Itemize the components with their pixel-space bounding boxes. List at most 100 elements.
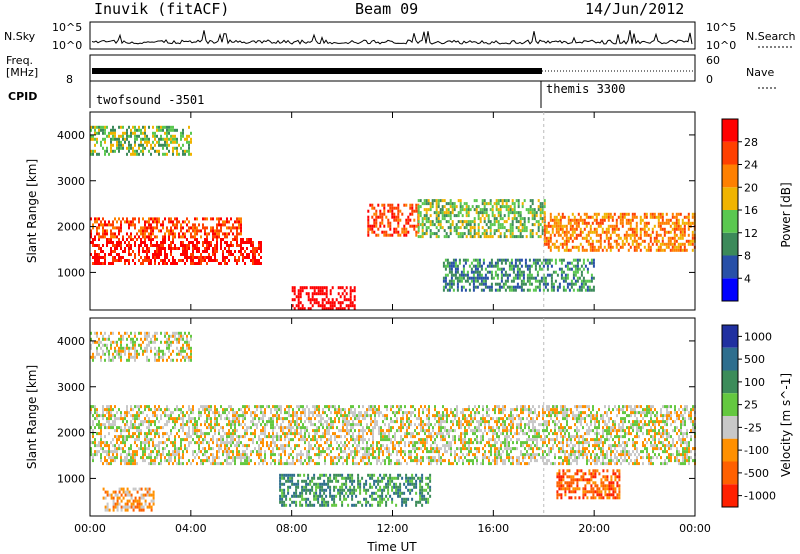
power-heatmap-data	[90, 125, 696, 311]
velocity-cell	[128, 432, 130, 436]
power-cell	[577, 218, 580, 222]
velocity-cell	[212, 435, 214, 439]
velocity-cell	[336, 408, 338, 412]
velocity-cell	[106, 417, 108, 421]
velocity-cell	[274, 408, 276, 412]
power-cell	[96, 253, 98, 256]
velocity-cell	[258, 438, 260, 442]
velocity-cell	[318, 405, 320, 409]
power-cell	[170, 226, 172, 230]
power-cell	[236, 232, 238, 236]
velocity-cell	[110, 426, 112, 430]
power-cell	[691, 230, 694, 234]
power-cell	[615, 227, 618, 231]
velocity-cell	[160, 408, 162, 412]
power-cell	[397, 230, 400, 234]
power-cell	[120, 134, 122, 138]
power-cell	[534, 285, 537, 289]
power-cell	[465, 208, 468, 212]
velocity-cell	[252, 432, 254, 436]
velocity-cell	[100, 459, 102, 463]
velocity-cell	[478, 405, 480, 409]
power-cell	[586, 258, 589, 262]
power-cell	[353, 289, 356, 293]
velocity-cell	[234, 411, 236, 415]
velocity-cell	[236, 414, 238, 418]
velocity-cell	[396, 450, 398, 454]
velocity-cell	[124, 459, 126, 463]
power-cell	[583, 221, 586, 225]
power-cell	[260, 244, 262, 247]
power-cell	[474, 285, 477, 289]
velocity-cell	[262, 414, 264, 418]
velocity-cell	[110, 456, 112, 460]
velocity-cell	[214, 456, 216, 460]
velocity-cell	[208, 441, 210, 445]
velocity-cell	[230, 441, 232, 445]
velocity-cell	[132, 459, 134, 463]
power-cell	[158, 253, 160, 256]
velocity-cell	[200, 441, 202, 445]
power-cell	[333, 301, 336, 305]
velocity-cell	[264, 453, 266, 457]
velocity-cell	[184, 447, 186, 451]
power-cell	[154, 250, 156, 253]
velocity-cell	[112, 408, 114, 412]
power-cell	[635, 224, 638, 228]
power-cell	[122, 235, 124, 239]
power-cell	[254, 262, 256, 265]
nsearch-tick-bottom: 10^0	[706, 39, 736, 52]
power-cell	[541, 211, 544, 215]
power-cell	[543, 224, 546, 228]
power-cell	[683, 227, 686, 231]
velocity-cell	[244, 414, 246, 418]
velocity-cell	[344, 408, 346, 412]
power-cell	[543, 233, 546, 237]
power-cell	[164, 259, 166, 262]
velocity-cell	[362, 432, 364, 436]
power-cell	[196, 229, 198, 233]
velocity-cell	[142, 441, 144, 445]
velocity-cell	[98, 450, 100, 454]
power-cell	[597, 212, 600, 216]
power-cell	[480, 288, 483, 292]
power-cell	[248, 241, 250, 244]
power-cell	[158, 128, 160, 132]
power-cell	[470, 267, 473, 271]
power-cell	[649, 215, 652, 219]
velocity-cell	[106, 408, 108, 412]
power-cell	[493, 232, 496, 236]
power-cell	[629, 245, 632, 249]
power-cell	[575, 227, 578, 231]
velocity-cell	[334, 408, 336, 412]
velocity-cell	[338, 435, 340, 439]
power-cell	[311, 292, 314, 296]
power-cell	[483, 217, 486, 221]
power-cell	[637, 236, 640, 240]
velocity-cell	[308, 456, 310, 460]
power-cell	[482, 258, 485, 262]
velocity-cell	[426, 441, 428, 445]
velocity-cell	[236, 450, 238, 454]
power-cell	[435, 205, 438, 209]
power-cell	[164, 250, 166, 253]
power-cell	[373, 224, 376, 228]
power-cell	[550, 282, 553, 286]
velocity-cell	[314, 411, 316, 415]
power-cell	[345, 304, 348, 308]
velocity-cell	[242, 426, 244, 430]
velocity-cell	[380, 432, 382, 436]
velocity-cell	[414, 441, 416, 445]
velocity-cell	[198, 417, 200, 421]
velocity-cell	[410, 423, 412, 427]
power-cell	[220, 241, 222, 244]
power-cell	[220, 223, 222, 227]
power-cell	[152, 131, 154, 135]
power-cell	[435, 199, 438, 203]
power-cell	[228, 247, 230, 250]
velocity-cell	[324, 432, 326, 436]
velocity-cell	[476, 459, 478, 463]
power-cell	[162, 146, 164, 150]
power-cell	[675, 212, 678, 216]
power-cell	[565, 233, 568, 237]
